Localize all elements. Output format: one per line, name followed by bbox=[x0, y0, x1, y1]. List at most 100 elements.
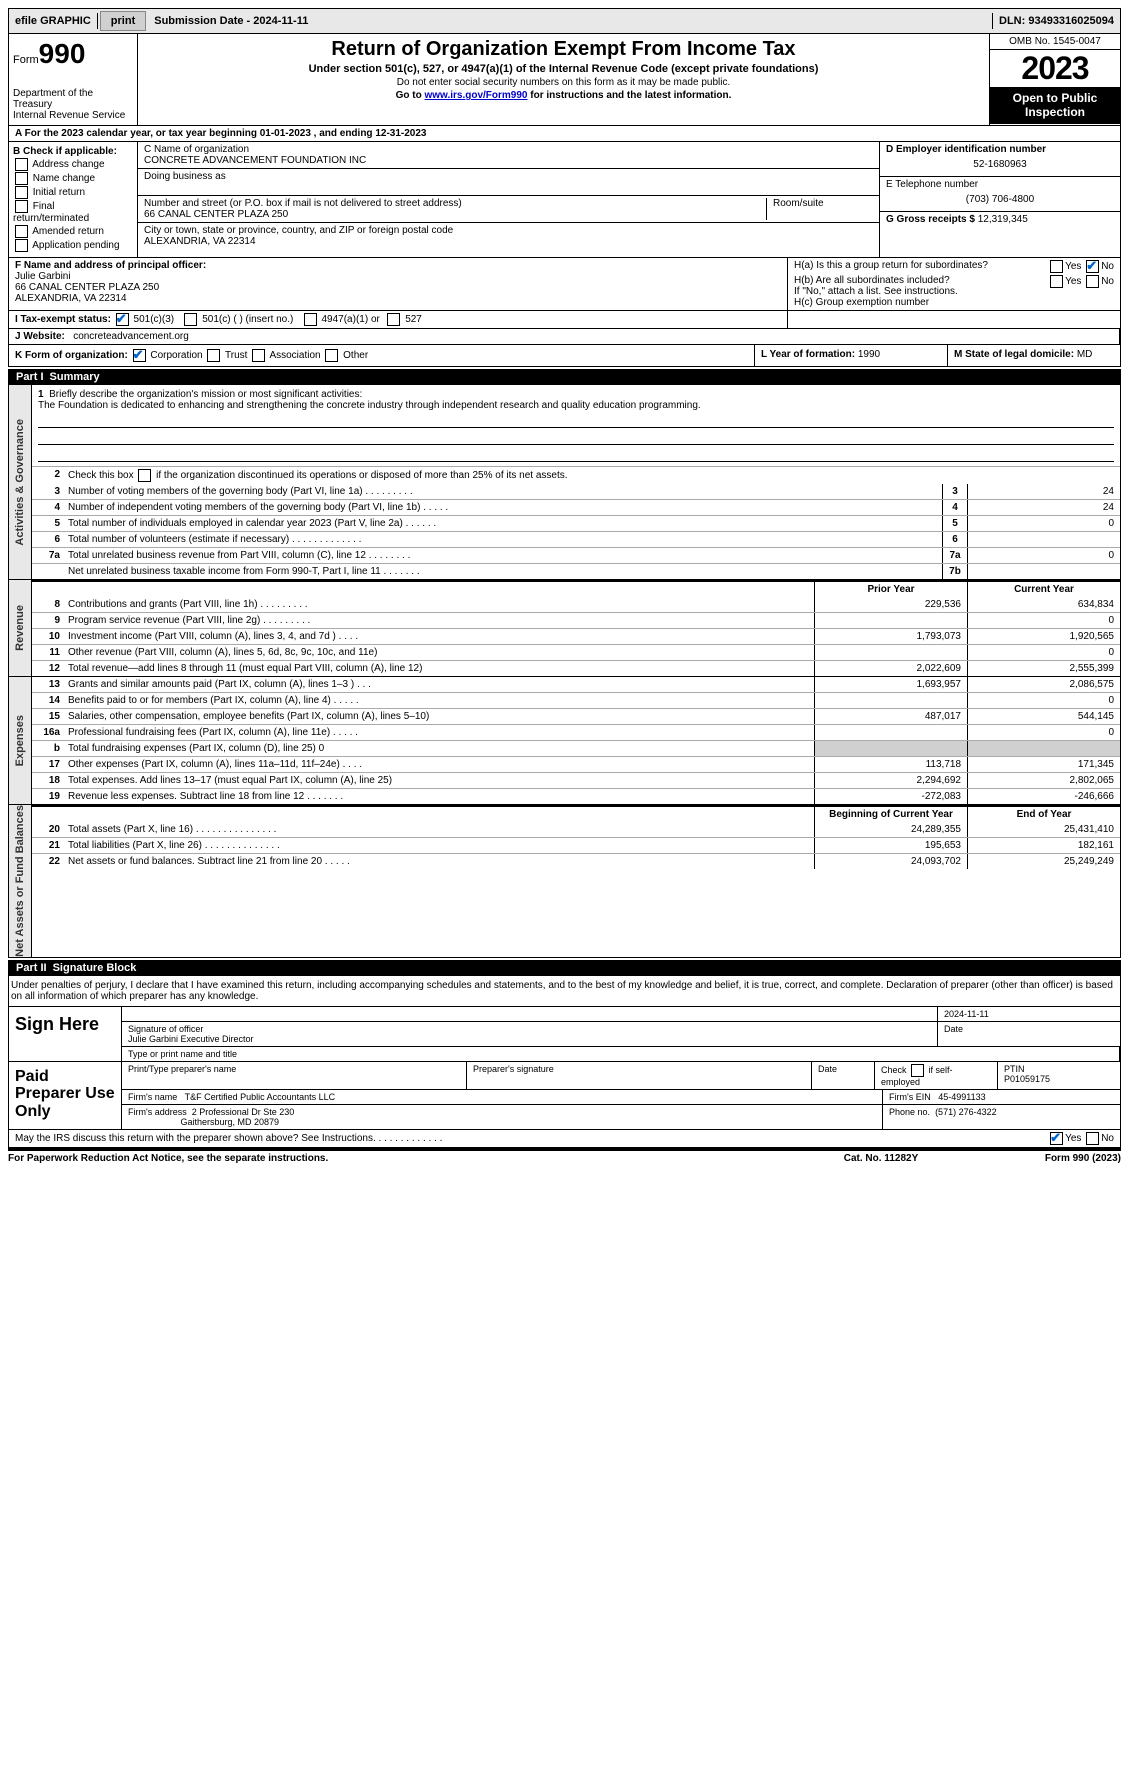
tax-year: 2023 bbox=[990, 50, 1120, 87]
firm-addr2: Gaithersburg, MD 20879 bbox=[181, 1117, 280, 1127]
chk-discuss-yes[interactable] bbox=[1050, 1132, 1063, 1145]
header-left: Form990 Department of the Treasury Inter… bbox=[9, 34, 138, 125]
paid-preparer-label: Paid Preparer Use Only bbox=[9, 1062, 122, 1129]
col-current-year: Current Year bbox=[967, 582, 1120, 597]
box-k-label: K Form of organization: bbox=[15, 350, 128, 361]
form-header: Form990 Department of the Treasury Inter… bbox=[8, 34, 1121, 126]
summary-line: 17Other expenses (Part IX, column (A), l… bbox=[32, 756, 1120, 772]
form-subtitle: Under section 501(c), 527, or 4947(a)(1)… bbox=[146, 63, 981, 75]
hb-label: H(b) Are all subordinates included? bbox=[794, 275, 950, 286]
phone-label: Phone no. bbox=[889, 1107, 930, 1117]
summary-line: 22Net assets or fund balances. Subtract … bbox=[32, 853, 1120, 869]
chk-self-employed[interactable] bbox=[911, 1064, 924, 1077]
chk-501c3[interactable] bbox=[116, 313, 129, 326]
firm-ein: 45-4991133 bbox=[938, 1092, 985, 1102]
summary-line: Net unrelated business taxable income fr… bbox=[32, 563, 1120, 579]
street-label: Number and street (or P.O. box if mail i… bbox=[144, 198, 760, 209]
firm-addr1: 2 Professional Dr Ste 230 bbox=[192, 1107, 295, 1117]
chk-amended-return[interactable] bbox=[15, 225, 28, 238]
ssn-note: Do not enter social security numbers on … bbox=[146, 77, 981, 88]
tel-value: (703) 706-4800 bbox=[886, 190, 1114, 209]
part2-header: Part II Signature Block bbox=[8, 960, 1121, 976]
form-title: Return of Organization Exempt From Incom… bbox=[146, 38, 981, 61]
print-button[interactable]: print bbox=[100, 11, 146, 31]
vtab-revenue: Revenue bbox=[9, 580, 32, 676]
summary-line: 14Benefits paid to or for members (Part … bbox=[32, 692, 1120, 708]
discuss-question: May the IRS discuss this return with the… bbox=[15, 1133, 1048, 1144]
sign-date: 2024-11-11 bbox=[938, 1007, 1120, 1021]
ha-label: H(a) Is this a group return for subordin… bbox=[794, 260, 988, 271]
efile-label: efile GRAPHIC bbox=[9, 13, 98, 29]
mission-label: Briefly describe the organization's miss… bbox=[49, 389, 362, 400]
dba-label: Doing business as bbox=[144, 171, 873, 182]
part1-title: Summary bbox=[50, 371, 100, 383]
box-b-title: B Check if applicable: bbox=[13, 146, 133, 157]
year-formation: 1990 bbox=[858, 349, 880, 360]
part2-num: Part II bbox=[16, 962, 53, 974]
summary-line: 12Total revenue—add lines 8 through 11 (… bbox=[32, 660, 1120, 676]
website-label: J Website: bbox=[15, 331, 65, 342]
discuss-row: May the IRS discuss this return with the… bbox=[8, 1130, 1121, 1148]
chk-initial-return[interactable] bbox=[15, 186, 28, 199]
section-klm: K Form of organization: Corporation Trus… bbox=[8, 345, 1121, 367]
part1-header: Part I Summary bbox=[8, 369, 1121, 385]
chk-discuss-no[interactable] bbox=[1086, 1132, 1099, 1145]
ptin-label: PTIN bbox=[1004, 1064, 1114, 1074]
summary-line: 11Other revenue (Part VIII, column (A), … bbox=[32, 644, 1120, 660]
form-footer: Form 990 (2023) bbox=[961, 1153, 1121, 1164]
prep-name-label: Print/Type preparer's name bbox=[122, 1062, 467, 1089]
chk-4947[interactable] bbox=[304, 313, 317, 326]
chk-address-change[interactable] bbox=[15, 158, 28, 171]
chk-527[interactable] bbox=[387, 313, 400, 326]
box-b: B Check if applicable: Address change Na… bbox=[9, 142, 138, 257]
col-begin-year: Beginning of Current Year bbox=[814, 807, 967, 822]
section-fh: F Name and address of principal officer:… bbox=[8, 258, 1121, 311]
irs-link[interactable]: www.irs.gov/Form990 bbox=[424, 90, 527, 101]
chk-hb-no[interactable] bbox=[1086, 275, 1099, 288]
chk-assoc[interactable] bbox=[252, 349, 265, 362]
chk-app-pending[interactable] bbox=[15, 239, 28, 252]
chk-discontinued[interactable] bbox=[138, 469, 151, 482]
ptin-value: P01059175 bbox=[1004, 1074, 1114, 1084]
paid-preparer-block: Paid Preparer Use Only Print/Type prepar… bbox=[8, 1062, 1121, 1130]
box-f-label: F Name and address of principal officer: bbox=[15, 260, 781, 271]
officer-printed: Julie Garbini Executive Director bbox=[128, 1034, 931, 1044]
prep-sig-label: Preparer's signature bbox=[467, 1062, 812, 1089]
sign-here-block: Sign Here 2024-11-11 Signature of office… bbox=[8, 1007, 1121, 1062]
top-toolbar: efile GRAPHIC print Submission Date - 20… bbox=[8, 8, 1121, 34]
summary-line: 21Total liabilities (Part X, line 26) . … bbox=[32, 837, 1120, 853]
section-j: J Website: concreteadvancement.org bbox=[8, 329, 1121, 345]
chk-name-change[interactable] bbox=[15, 172, 28, 185]
firm-addr-label: Firm's address bbox=[128, 1107, 187, 1117]
box-i-label: I Tax-exempt status: bbox=[15, 314, 111, 325]
ein-value: 52-1680963 bbox=[886, 155, 1114, 174]
irs-label: Internal Revenue Service bbox=[13, 110, 133, 121]
officer-addr2: ALEXANDRIA, VA 22314 bbox=[15, 293, 781, 304]
date-label: Date bbox=[938, 1022, 1120, 1046]
officer-addr1: 66 CANAL CENTER PLAZA 250 bbox=[15, 282, 781, 293]
hc-label: H(c) Group exemption number bbox=[794, 297, 1114, 308]
firm-ein-label: Firm's EIN bbox=[889, 1092, 931, 1102]
header-right: OMB No. 1545-0047 2023 Open to Public In… bbox=[989, 34, 1120, 125]
chk-ha-yes[interactable] bbox=[1050, 260, 1063, 273]
chk-501c[interactable] bbox=[184, 313, 197, 326]
chk-hb-yes[interactable] bbox=[1050, 275, 1063, 288]
cat-number: Cat. No. 11282Y bbox=[801, 1153, 961, 1164]
chk-corp[interactable] bbox=[133, 349, 146, 362]
chk-trust[interactable] bbox=[207, 349, 220, 362]
summary-line: 9Program service revenue (Part VIII, lin… bbox=[32, 612, 1120, 628]
chk-final-return[interactable] bbox=[15, 200, 28, 213]
summary-line: 13Grants and similar amounts paid (Part … bbox=[32, 677, 1120, 692]
box-d: D Employer identification number 52-1680… bbox=[879, 142, 1120, 257]
chk-other[interactable] bbox=[325, 349, 338, 362]
prep-date-label: Date bbox=[812, 1062, 875, 1089]
summary-line: 20Total assets (Part X, line 16) . . . .… bbox=[32, 822, 1120, 837]
summary-line: 16aProfessional fundraising fees (Part I… bbox=[32, 724, 1120, 740]
street-value: 66 CANAL CENTER PLAZA 250 bbox=[144, 209, 760, 220]
sign-here-label: Sign Here bbox=[9, 1007, 122, 1061]
org-name: CONCRETE ADVANCEMENT FOUNDATION INC bbox=[144, 155, 873, 166]
chk-ha-no[interactable] bbox=[1086, 260, 1099, 273]
part2-title: Signature Block bbox=[53, 962, 137, 974]
form-prefix: Form bbox=[13, 54, 39, 66]
vtab-net: Net Assets or Fund Balances bbox=[9, 805, 32, 957]
